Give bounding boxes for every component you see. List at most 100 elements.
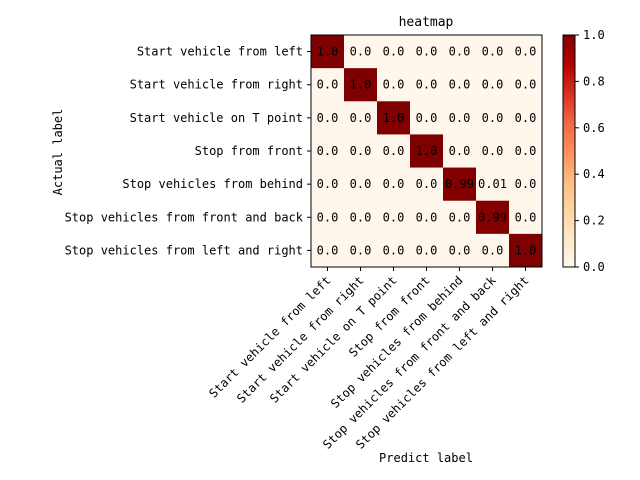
cell-value-label: 0.0: [383, 210, 405, 224]
cell-value-label: 0.0: [416, 210, 438, 224]
cell-value-label: 0.0: [416, 45, 438, 59]
heatmap-cell: [311, 233, 345, 268]
cell-value-label: 1.0: [416, 144, 438, 158]
heatmap-cell: [311, 200, 345, 235]
heatmap-cell: [443, 233, 477, 268]
y-tick-label: Start vehicle on T point: [130, 111, 303, 125]
cell-value-label: 0.0: [515, 144, 537, 158]
y-tick-label: Stop vehicles from behind: [122, 177, 303, 191]
cell-value-label: 0.0: [515, 45, 537, 59]
cell-value-label: 1.0: [383, 111, 405, 125]
y-tick-label: Stop from front: [195, 144, 303, 158]
heatmap-cell: [377, 134, 411, 169]
heatmap-cell: [509, 35, 543, 69]
heatmap-cell: [344, 200, 378, 235]
heatmap-cell: [410, 167, 444, 202]
cell-value-label: 0.0: [350, 210, 372, 224]
colorbar-tick-label: 0.2: [583, 214, 605, 228]
heatmap-cell: [476, 134, 510, 169]
heatmap-cell: [476, 233, 510, 268]
heatmap-cell: [311, 101, 345, 135]
x-tick-label: Start vehicle from left: [206, 273, 333, 400]
cell-value-label: 0.0: [482, 45, 504, 59]
colorbar-tick-label: 0.6: [583, 121, 605, 135]
colorbar-tick-label: 1.0: [583, 28, 605, 42]
cell-value-label: 0.0: [515, 78, 537, 92]
heatmap-cell: [410, 35, 444, 69]
colorbar-tick-label: 0.8: [583, 74, 605, 88]
chart-title: heatmap: [399, 15, 454, 30]
colorbar-tick-label: 0.0: [583, 260, 605, 274]
colorbar: [562, 34, 576, 268]
heatmap-cell: [410, 68, 444, 102]
heatmap-cell: [509, 233, 543, 268]
heatmap-cells: [311, 35, 543, 268]
cell-value-label: 0.0: [416, 243, 438, 257]
cell-value-label: 0.0: [383, 45, 405, 59]
heatmap-cell: [377, 101, 411, 135]
heatmap-cell: [311, 134, 345, 169]
heatmap-cell: [377, 68, 411, 102]
colorbar-tick-label: 0.4: [583, 167, 605, 181]
cell-value-label: 0.0: [416, 177, 438, 191]
heatmap-cell: [443, 101, 477, 135]
heatmap-cell: [344, 68, 378, 102]
cell-value-label: 0.0: [482, 243, 504, 257]
heatmap-cell: [377, 200, 411, 235]
heatmap-cell: [344, 233, 378, 268]
cell-value-label: 0.0: [350, 243, 372, 257]
heatmap-cell: [476, 167, 510, 202]
cell-value-label: 0.0: [350, 177, 372, 191]
cell-value-label: 0.0: [449, 210, 471, 224]
cell-value-label: 0.0: [317, 210, 339, 224]
heatmap-cell: [476, 101, 510, 135]
heatmap-cell: [476, 35, 510, 69]
cell-value-label: 0.0: [317, 78, 339, 92]
heatmap-cell: [377, 35, 411, 69]
heatmap-cell: [377, 167, 411, 202]
heatmap-cell: [443, 68, 477, 102]
heatmap-cell: [344, 167, 378, 202]
cell-value-label: 0.0: [449, 144, 471, 158]
heatmap-cell: [443, 35, 477, 69]
heatmap-cell: [377, 233, 411, 268]
cell-value-label: 0.0: [515, 177, 537, 191]
heatmap-cell: [476, 200, 510, 235]
cell-value-label: 0.0: [383, 144, 405, 158]
cell-value-label: 0.0: [449, 78, 471, 92]
cell-value-label: 0.0: [482, 111, 504, 125]
cell-value-labels: 1.0 0.0 0.0 0.0 0.0 0.0 0.0 0.0 1.0 0.0 0.0 0.0 0.0 0…: [317, 45, 537, 258]
y-axis-ticks: Start vehicle from left Start vehicle fro…: [65, 45, 311, 257]
colorbar-ticks: 0.0 0.2 0.4 0.6 0.8 1.0: [575, 28, 605, 274]
heatmap-cell: [311, 68, 345, 102]
heatmap-cell: [443, 200, 477, 235]
cell-value-label: 0.0: [350, 111, 372, 125]
heatmap-cell: [410, 134, 444, 169]
cell-value-label: 0.0: [350, 45, 372, 59]
heatmap-cell: [311, 167, 345, 202]
heatmap-cell: [410, 200, 444, 235]
cell-value-label: 0.99: [445, 177, 474, 191]
heatmap-cell: [509, 134, 543, 169]
heatmap-cell: [344, 101, 378, 135]
cell-value-label: 0.0: [416, 78, 438, 92]
cell-value-label: 0.0: [515, 210, 537, 224]
y-tick-label: Start vehicle from right: [130, 78, 303, 92]
cell-value-label: 0.0: [416, 111, 438, 125]
cell-value-label: 0.0: [515, 111, 537, 125]
heatmap-cell: [311, 35, 345, 69]
cell-value-label: 0.0: [317, 144, 339, 158]
cell-value-label: 0.0: [482, 78, 504, 92]
cell-value-label: 0.0: [383, 78, 405, 92]
cell-value-label: 0.0: [317, 177, 339, 191]
cell-value-label: 0.0: [482, 144, 504, 158]
heatmap-cell: [509, 68, 543, 102]
y-tick-label: Stop vehicles from front and back: [65, 210, 304, 224]
x-axis-label: Predict label: [379, 451, 473, 465]
heatmap-cell: [443, 167, 477, 202]
cell-value-label: 0.0: [317, 243, 339, 257]
cell-value-label: 0.99: [478, 210, 507, 224]
cell-value-label: 0.0: [449, 243, 471, 257]
